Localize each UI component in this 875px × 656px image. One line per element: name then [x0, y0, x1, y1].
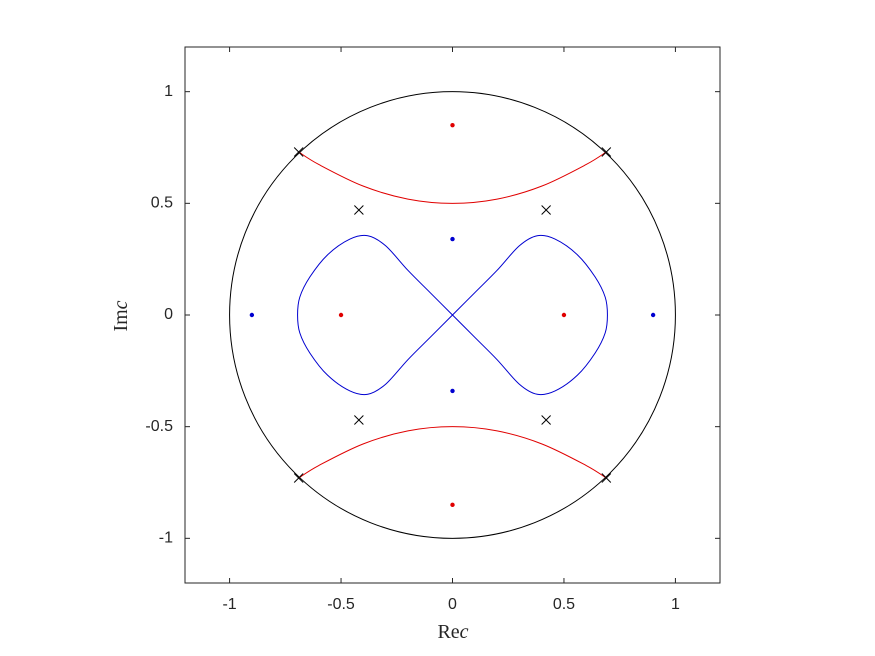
- x-tick-label: 1: [671, 596, 680, 613]
- x-marker-stroke: [354, 205, 364, 215]
- curve: [297, 234, 608, 396]
- y-axis-label: Imc: [110, 300, 132, 331]
- point: [561, 312, 567, 318]
- point: [450, 236, 455, 242]
- x-marker-stroke: [293, 473, 304, 483]
- y-tick-label: -1: [159, 530, 173, 547]
- y-tick-label: -0.5: [145, 418, 173, 435]
- x-tick-label: 0: [448, 596, 457, 613]
- x-marker: [293, 473, 304, 483]
- curve: [298, 151, 607, 204]
- point: [450, 388, 455, 394]
- point: [338, 312, 344, 318]
- y-tick-label: 1: [164, 83, 173, 100]
- x-tick-label: 0.5: [553, 596, 575, 613]
- x-tick-label: -0.5: [327, 596, 355, 613]
- x-label-var: c: [460, 621, 469, 643]
- x-axis-label: Rec: [437, 621, 468, 643]
- x-marker-stroke: [601, 473, 612, 483]
- x-marker: [354, 205, 364, 215]
- x-marker-stroke: [541, 415, 551, 425]
- unit-circle: [229, 91, 676, 539]
- x-marker: [293, 147, 304, 157]
- x-marker-stroke: [354, 415, 364, 425]
- y-tick-label: 0: [164, 306, 173, 323]
- x-marker-stroke: [541, 205, 551, 215]
- x-marker: [541, 415, 551, 425]
- x-marker: [601, 147, 612, 157]
- x-marker: [354, 415, 364, 425]
- point: [249, 312, 255, 318]
- x-tick-label: -1: [222, 596, 236, 613]
- x-marker: [601, 473, 612, 483]
- x-marker: [541, 205, 551, 215]
- point: [450, 122, 455, 128]
- x-marker-stroke: [601, 147, 612, 157]
- x-label-part: Re: [437, 621, 459, 643]
- point: [450, 502, 455, 508]
- y-label-var: c: [110, 300, 132, 309]
- y-tick-label: 0.5: [151, 195, 173, 212]
- x-marker-stroke: [293, 147, 304, 157]
- point: [650, 312, 656, 318]
- curve: [298, 426, 607, 479]
- y-label-part: Im: [110, 309, 132, 332]
